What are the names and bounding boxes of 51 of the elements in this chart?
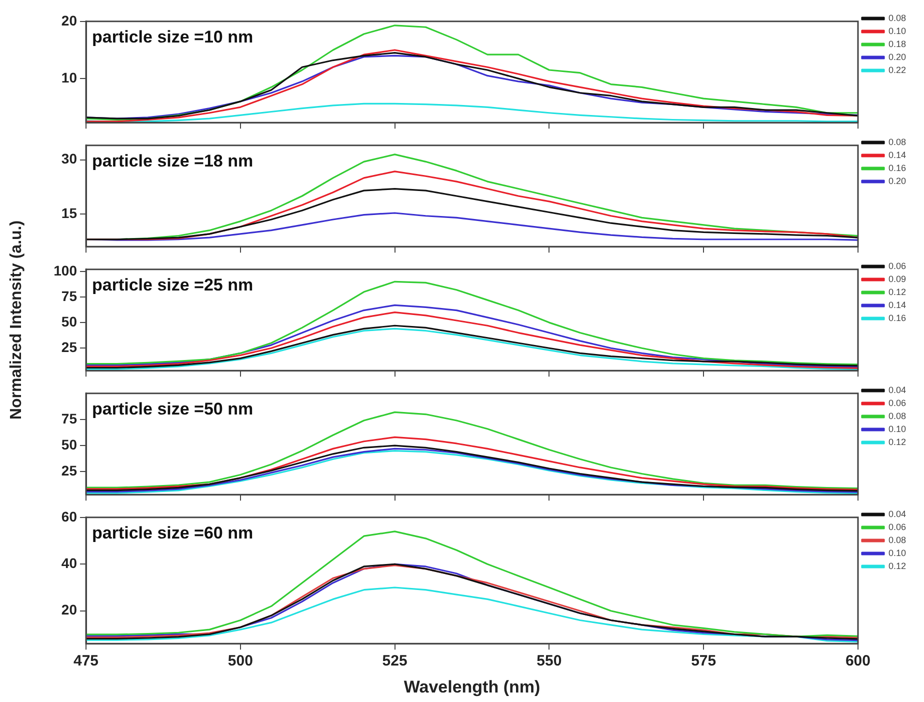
chart-title: particle size =50 nm — [92, 400, 254, 419]
chart-title: particle size =10 nm — [92, 28, 254, 47]
legend-label: 0.10 — [888, 548, 906, 558]
chart-title: particle size =60 nm — [92, 524, 254, 543]
legend-label: 0.06 — [888, 522, 906, 532]
legend-label: 0.04 — [888, 384, 906, 395]
legend-label: 0.06 — [888, 398, 906, 408]
x-tick-label: 500 — [228, 652, 253, 670]
y-tick-label: 15 — [61, 204, 78, 221]
legend-label: 0.10 — [888, 26, 906, 36]
legend-label: 0.14 — [888, 300, 906, 310]
x-tick-label: 575 — [691, 652, 716, 670]
y-tick-label: 20 — [61, 602, 78, 618]
legend-label: 0.12 — [888, 286, 906, 297]
y-tick-label: 25 — [61, 338, 78, 355]
y-tick-label: 40 — [61, 555, 78, 571]
y-tick-label: 60 — [61, 508, 78, 524]
legend-label: 0.08 — [888, 12, 906, 23]
legend-label: 0.06 — [888, 260, 906, 271]
y-axis-title: Normalized Intensity (a.u.) — [8, 220, 26, 420]
legend-label: 0.14 — [888, 150, 906, 160]
y-tick-label: 100 — [54, 262, 78, 278]
x-tick-label: 475 — [73, 652, 99, 670]
legend-label: 0.16 — [888, 312, 906, 323]
legend-label: 0.10 — [888, 424, 906, 434]
y-tick-label: 20 — [61, 12, 78, 28]
legend-label: 0.20 — [888, 176, 906, 186]
y-tick-label: 10 — [61, 69, 78, 86]
chart-title: particle size =25 nm — [92, 276, 254, 295]
legend-label: 0.04 — [888, 508, 906, 519]
x-tick-label: 600 — [845, 652, 870, 670]
y-tick-label: 75 — [61, 410, 78, 426]
x-tick-label: 525 — [382, 652, 408, 670]
x-tick-label: 550 — [536, 652, 562, 670]
legend-label: 0.18 — [888, 38, 906, 49]
y-tick-label: 25 — [61, 462, 78, 479]
legend-label: 0.12 — [888, 560, 906, 571]
chart-title: particle size =18 nm — [92, 152, 254, 171]
legend-label: 0.08 — [888, 534, 906, 545]
y-tick-label: 30 — [61, 150, 78, 167]
legend-label: 0.08 — [888, 136, 906, 147]
y-tick-label: 50 — [61, 436, 78, 452]
legend-label: 0.16 — [888, 162, 906, 173]
x-axis-title: Wavelength (nm) — [404, 677, 540, 696]
legend-label: 0.20 — [888, 52, 906, 62]
legend-label: 0.08 — [888, 410, 906, 421]
y-tick-label: 50 — [61, 313, 78, 330]
y-tick-label: 75 — [61, 288, 78, 304]
legend-label: 0.22 — [888, 64, 906, 75]
legend-label: 0.12 — [888, 436, 906, 447]
legend-label: 0.09 — [888, 274, 906, 284]
